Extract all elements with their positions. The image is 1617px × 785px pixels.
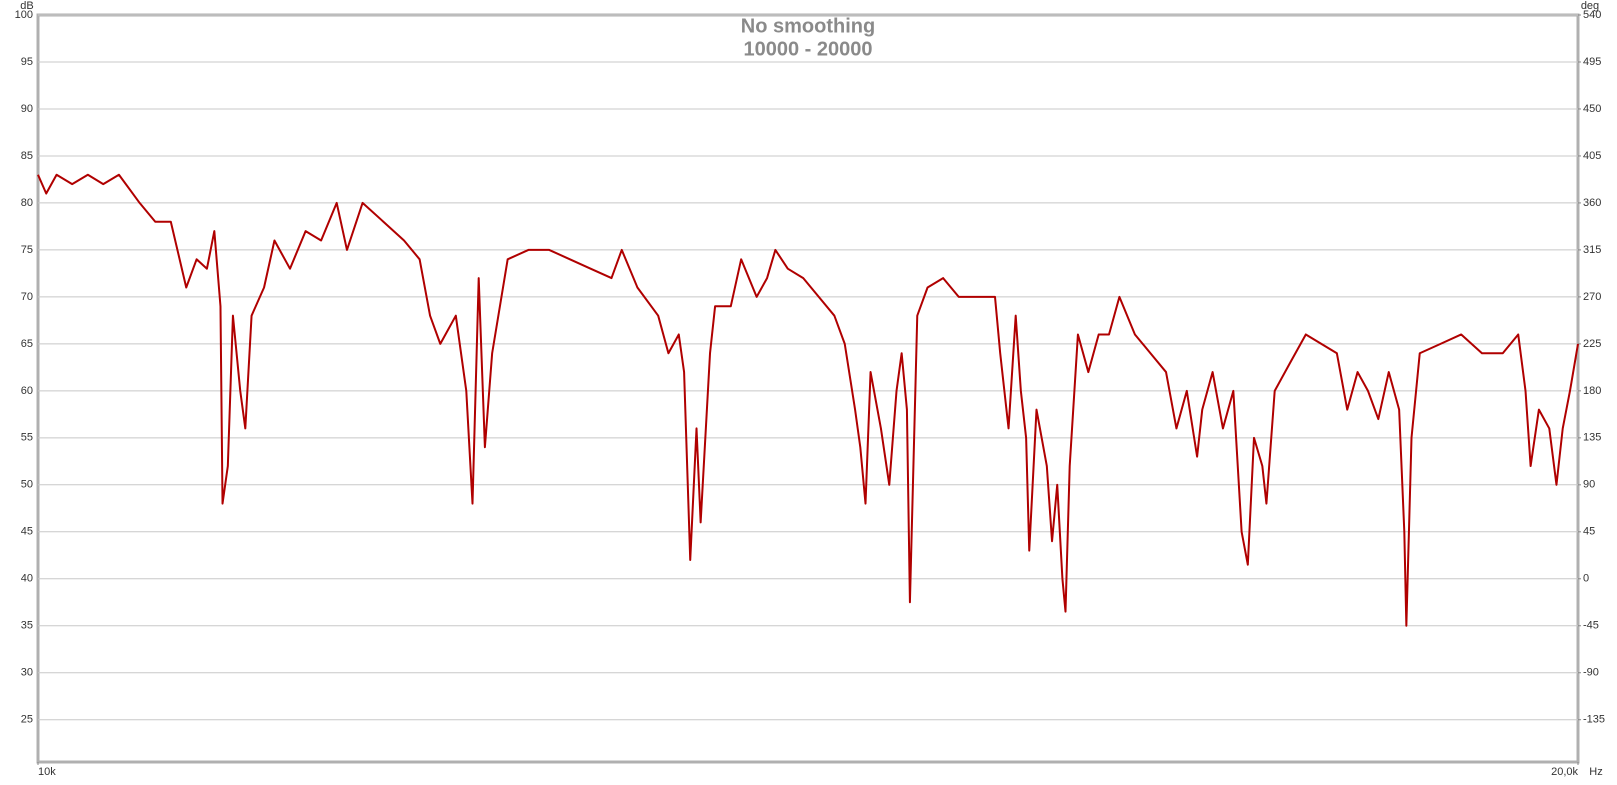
x-unit: Hz (1589, 766, 1602, 778)
y-unit: dB (20, 0, 33, 12)
y2-tick-label: 0 (1583, 573, 1589, 585)
y2-tick-label: 360 (1583, 197, 1601, 209)
y-tick-label: 55 (21, 432, 33, 444)
x-tick-label: 20,0k (1551, 766, 1578, 778)
y-tick-label: 70 (21, 291, 33, 303)
y2-tick-label: 450 (1583, 103, 1601, 115)
y-tick-label: 30 (21, 667, 33, 679)
chart-title: No smoothing (741, 15, 875, 37)
y2-tick-label: 180 (1583, 385, 1601, 397)
y2-tick-label: -45 (1583, 620, 1599, 632)
y-tick-label: 75 (21, 244, 33, 256)
y-tick-label: 80 (21, 197, 33, 209)
y2-tick-label: -90 (1583, 667, 1599, 679)
y2-tick-label: 90 (1583, 479, 1595, 491)
y-tick-label: 45 (21, 526, 33, 538)
y-tick-label: 40 (21, 573, 33, 585)
y2-tick-label: 135 (1583, 432, 1601, 444)
y2-tick-label: 45 (1583, 526, 1595, 538)
y-tick-label: 85 (21, 150, 33, 162)
y-tick-label: 90 (21, 103, 33, 115)
y-tick-label: 25 (21, 714, 33, 726)
y2-tick-label: 225 (1583, 338, 1601, 350)
y-tick-label: 35 (21, 620, 33, 632)
response-line (37, 173, 1579, 627)
y-tick-label: 100 (15, 9, 33, 21)
y2-tick-label: -135 (1583, 714, 1605, 726)
y-tick-label: 60 (21, 385, 33, 397)
y2-tick-label: 315 (1583, 244, 1601, 256)
x-tick-label: 10k (38, 766, 56, 778)
y2-tick-label: 495 (1583, 56, 1601, 68)
y-tick-label: 95 (21, 56, 33, 68)
chart-subtitle: 10000 - 20000 (743, 38, 872, 60)
y2-tick-label: 540 (1583, 9, 1601, 21)
y2-tick-label: 270 (1583, 291, 1601, 303)
y2-tick-label: 405 (1583, 150, 1601, 162)
plot-frame (36, 13, 1580, 764)
y2-unit: deg (1581, 0, 1599, 12)
y-tick-label: 50 (21, 479, 33, 491)
y-tick-label: 65 (21, 338, 33, 350)
